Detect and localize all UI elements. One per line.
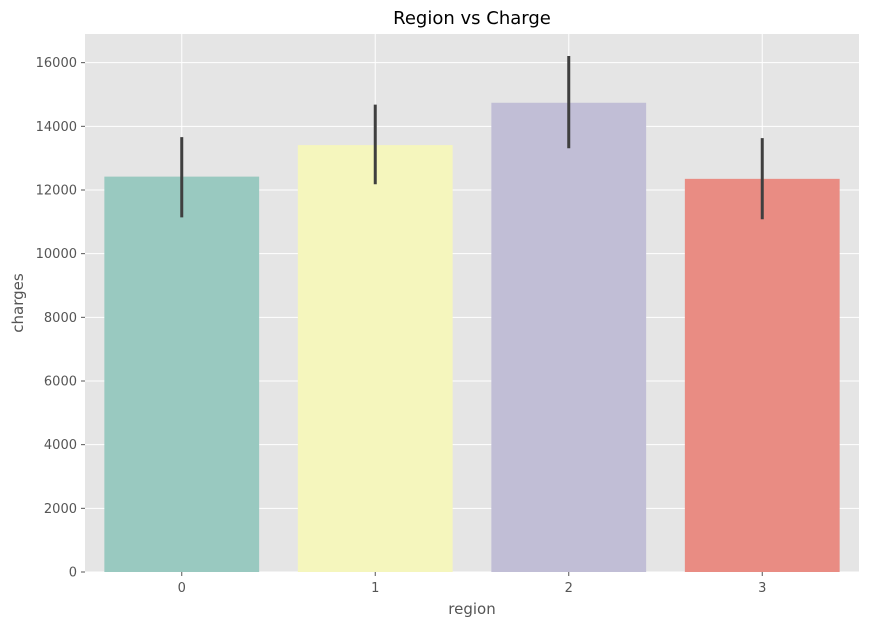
x-axis-label: region [448, 600, 495, 618]
x-tick-label: 1 [371, 581, 379, 596]
y-tick-label: 6000 [44, 374, 77, 389]
bar-region-2 [491, 102, 647, 572]
error-bars [180, 55, 764, 220]
y-axis-label: charges [9, 273, 27, 333]
chart-title: Region vs Charge [393, 8, 551, 29]
y-tick-label: 16000 [36, 56, 77, 71]
bar-region-1 [297, 145, 453, 572]
y-tick-label: 2000 [44, 502, 77, 517]
y-tick-label: 10000 [36, 247, 77, 262]
x-tick-label: 2 [565, 581, 573, 596]
bar-region-3 [684, 178, 840, 572]
y-tick-label: 4000 [44, 438, 77, 453]
y-tick-labels: 0 2000 4000 6000 8000 10000 12000 14000 16000 [36, 56, 85, 581]
x-tick-label: 0 [178, 581, 186, 596]
bar-region-0 [104, 176, 260, 573]
y-tick-label: 14000 [36, 120, 77, 135]
y-tick-label: 0 [69, 566, 77, 581]
x-tick-label: 3 [758, 581, 766, 596]
bars [104, 102, 840, 573]
y-tick-label: 12000 [36, 183, 77, 198]
y-tick-label: 8000 [44, 311, 77, 326]
x-tick-labels: 0 1 2 3 [178, 572, 766, 596]
